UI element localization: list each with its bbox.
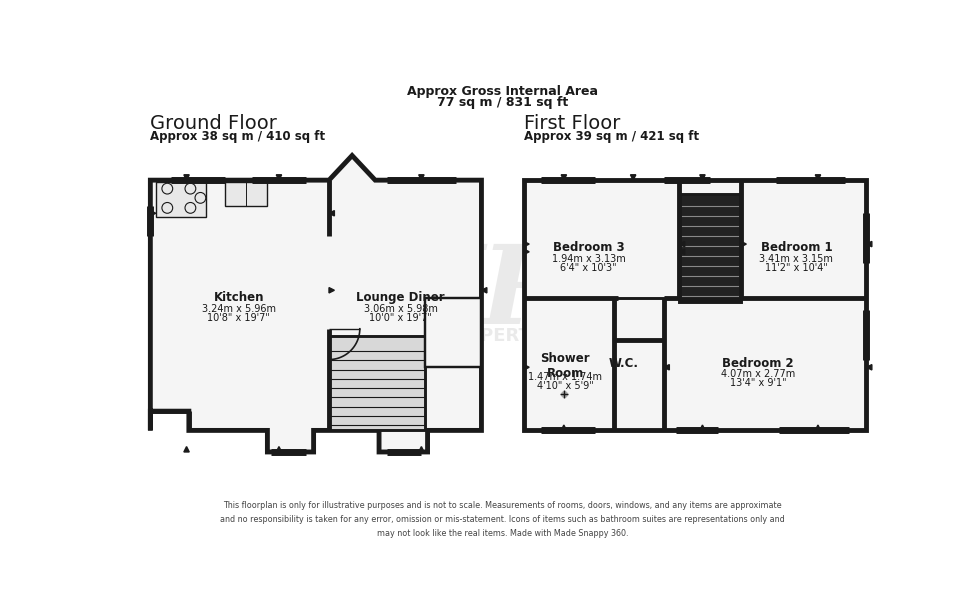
Polygon shape [150,210,156,216]
Polygon shape [815,425,820,431]
Polygon shape [679,194,741,302]
Polygon shape [664,365,669,370]
Text: Approx 39 sq m / 421 sq ft: Approx 39 sq m / 421 sq ft [524,130,699,143]
Polygon shape [866,241,872,247]
Polygon shape [524,241,529,247]
Text: 3.41m x 3.15m: 3.41m x 3.15m [760,254,833,264]
Polygon shape [613,298,664,340]
Text: This floorplan is only for illustrative purposes and is not to scale. Measuremen: This floorplan is only for illustrative … [220,501,785,538]
Polygon shape [700,425,706,431]
Text: Ground Floor: Ground Floor [150,114,277,133]
Text: Kitchen: Kitchen [214,291,265,305]
Text: First Floor: First Floor [524,114,620,133]
Polygon shape [562,175,566,180]
Polygon shape [866,365,872,370]
Polygon shape [150,156,481,452]
Text: W.C.: W.C. [609,357,639,370]
Polygon shape [524,180,866,431]
Polygon shape [630,175,636,180]
Polygon shape [524,365,529,370]
Text: 11'2" x 10'4": 11'2" x 10'4" [765,263,828,273]
Text: 10'8" x 19'7": 10'8" x 19'7" [208,313,270,323]
Text: 13'4" x 9'1": 13'4" x 9'1" [729,379,786,388]
Text: Approx 38 sq m / 410 sq ft: Approx 38 sq m / 410 sq ft [150,130,325,143]
Text: 1.47m x 1.74m: 1.47m x 1.74m [528,371,603,382]
Bar [225,183,268,206]
Bar [156,183,206,217]
Text: 4.07m x 2.77m: 4.07m x 2.77m [720,369,795,379]
Polygon shape [481,288,487,293]
Polygon shape [815,175,820,180]
Polygon shape [329,210,334,216]
Text: Lounge Diner: Lounge Diner [357,291,445,305]
Polygon shape [679,241,685,247]
Polygon shape [276,447,281,452]
Text: 4'10" x 5'9": 4'10" x 5'9" [537,380,594,391]
Text: 3.06m x 5.98m: 3.06m x 5.98m [364,304,437,314]
Polygon shape [276,175,281,180]
Text: 10'0" x 19'7": 10'0" x 19'7" [369,313,432,323]
Polygon shape [329,336,425,431]
Polygon shape [664,365,669,370]
Polygon shape [184,447,189,452]
Text: 6'4" x 10'3": 6'4" x 10'3" [561,263,616,273]
Polygon shape [700,175,706,180]
Text: JR: JR [428,241,573,348]
Text: Bedroom 1: Bedroom 1 [760,241,832,254]
Polygon shape [329,288,334,293]
Text: 1.94m x 3.13m: 1.94m x 3.13m [552,254,625,264]
Text: Approx Gross Internal Area: Approx Gross Internal Area [407,85,598,98]
Text: Shower
Room: Shower Room [541,352,590,380]
Text: 77 sq m / 831 sq ft: 77 sq m / 831 sq ft [437,96,567,109]
Polygon shape [418,175,424,180]
Text: 3.24m x 5.96m: 3.24m x 5.96m [202,304,276,314]
Text: PROPERTIES: PROPERTIES [438,327,564,346]
Text: Bedroom 3: Bedroom 3 [553,241,624,254]
Polygon shape [184,175,189,180]
Polygon shape [562,425,566,431]
Polygon shape [679,249,685,254]
Text: Bedroom 2: Bedroom 2 [722,357,794,370]
Polygon shape [524,249,529,254]
Polygon shape [425,298,481,367]
Polygon shape [741,241,747,247]
Polygon shape [418,447,424,452]
